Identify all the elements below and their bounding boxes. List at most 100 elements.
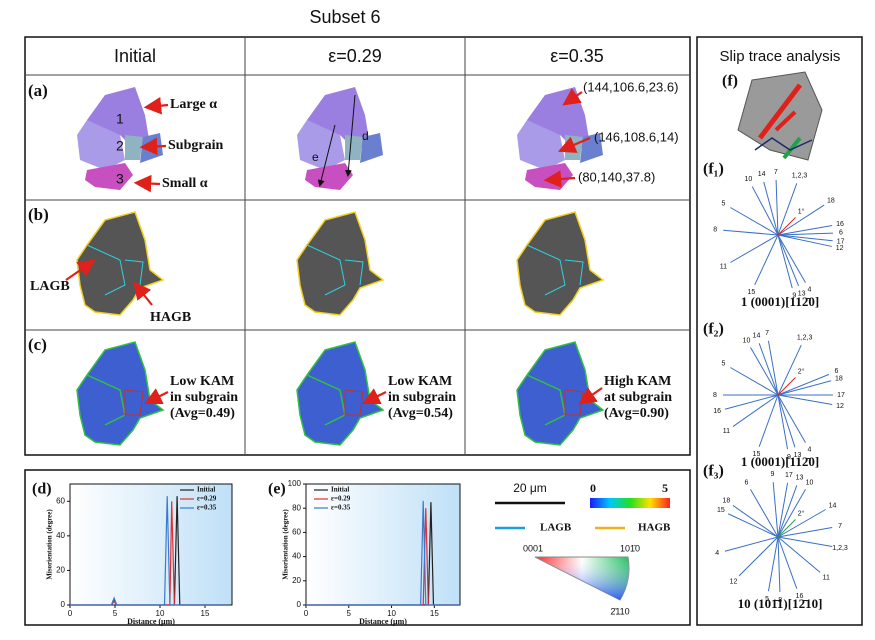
scale-label: 20 μm	[513, 481, 547, 495]
trace-label: 6	[839, 230, 843, 237]
trace-label: 18	[835, 376, 843, 383]
arrow	[144, 388, 169, 404]
trace-label: 13	[796, 475, 804, 482]
annotation: in subgrain	[388, 390, 456, 405]
grain-label: 3	[116, 171, 124, 187]
x-tick-label: 5	[113, 609, 118, 618]
annotation: Subgrain	[168, 138, 223, 153]
trace-label: 10	[806, 479, 814, 486]
trace-label: 11	[720, 263, 727, 270]
trace-label: 1,2,3	[797, 335, 813, 342]
trace-line	[724, 536, 779, 552]
colorbar-label: 5	[662, 481, 668, 495]
panel-label: (f₃)	[703, 463, 724, 480]
y-tick-label: 60	[292, 528, 301, 537]
y-tick-label: 40	[292, 552, 301, 561]
series-line	[70, 496, 228, 606]
trace-line	[777, 204, 825, 236]
trace-label: 14	[829, 502, 837, 509]
annotation: in subgrain	[170, 390, 238, 405]
trace-line	[724, 394, 779, 410]
panel-label: (d)	[32, 481, 52, 498]
trace-label: 16	[796, 593, 804, 600]
x-tick-label: 10	[156, 609, 165, 618]
trace-line	[772, 482, 779, 538]
net-caption: 1 (0001)[112̄0]	[741, 294, 819, 309]
trace-line	[767, 536, 779, 592]
y-axis-label: Misorientation (degree)	[282, 509, 290, 580]
boundary-map	[516, 211, 604, 316]
trace-line	[777, 509, 826, 538]
x-tick-label: 15	[201, 609, 210, 618]
annotation: Small α	[162, 176, 208, 191]
annotation: (Avg=0.54)	[388, 406, 453, 421]
row-label: (a)	[28, 81, 48, 100]
trace-label: 14	[758, 171, 766, 178]
trace-label: 4	[808, 446, 812, 453]
legend-label: Initial	[331, 486, 349, 494]
y-tick-label: 60	[56, 496, 65, 505]
trace-label: 1,2,3	[792, 173, 808, 180]
trace-line	[777, 536, 821, 573]
trace-line	[777, 394, 796, 448]
arrow	[562, 88, 583, 106]
legend-label: Initial	[197, 486, 215, 494]
trace-line	[750, 489, 779, 538]
plot-background	[70, 484, 232, 605]
trace-label: 2°	[798, 368, 805, 376]
boundary-map	[296, 211, 384, 316]
trace-line	[777, 234, 833, 242]
trace-arrow	[317, 124, 336, 187]
row-label: (c)	[28, 335, 47, 354]
legend-label: LAGB	[540, 522, 572, 534]
trace-label: 10	[745, 176, 753, 183]
legend-label: ε=0.29	[331, 495, 351, 503]
trace-label: 15	[717, 507, 725, 514]
trace-line	[777, 373, 830, 396]
figure-title: Subset 6	[309, 7, 380, 27]
arrow	[65, 259, 96, 281]
x-tick-label: 15	[430, 609, 439, 618]
x-axis-label: Distance (μm)	[127, 617, 175, 626]
arrow	[543, 170, 576, 188]
kam-map	[76, 341, 164, 446]
trace-line	[777, 536, 781, 592]
trace-line	[782, 136, 802, 160]
trace-line	[777, 526, 833, 538]
annotation: Low KAM	[388, 374, 452, 389]
trace-label: 1°	[798, 208, 805, 216]
trace-label: 4	[808, 286, 812, 293]
trace-line	[754, 234, 779, 286]
trace-line	[730, 234, 779, 263]
column-header: Initial	[114, 46, 156, 66]
trace-line	[777, 394, 833, 406]
x-tick-label: 0	[68, 609, 73, 618]
trace-line	[758, 343, 779, 396]
panel-label: (f)	[722, 73, 738, 90]
legend-label: ε=0.35	[197, 504, 217, 512]
trace-label: 13	[794, 452, 802, 459]
y-tick-label: 20	[56, 566, 65, 575]
trace-line	[732, 394, 779, 427]
arrow	[133, 174, 161, 193]
trace-line	[777, 234, 793, 289]
trace-line	[777, 217, 796, 236]
trace-line	[777, 482, 789, 538]
trace-label: 13	[798, 290, 806, 297]
trace-label: 11	[823, 574, 830, 581]
trace-label: 5	[765, 596, 769, 603]
trace-label: 15	[753, 451, 761, 458]
ipf-corner: 0001	[523, 543, 543, 553]
arrow	[557, 136, 591, 153]
trace-label: 15	[747, 289, 755, 296]
trace-label: d	[362, 129, 369, 143]
trace-line	[732, 505, 779, 538]
trace-label: e	[312, 150, 319, 164]
ipf-corner: 2̄110	[610, 606, 629, 616]
boundary	[754, 137, 813, 151]
y-tick-label: 0	[297, 600, 302, 609]
trace-arrow	[344, 94, 356, 177]
trace-label: 16	[713, 408, 721, 415]
trace-label: 12	[730, 578, 738, 585]
